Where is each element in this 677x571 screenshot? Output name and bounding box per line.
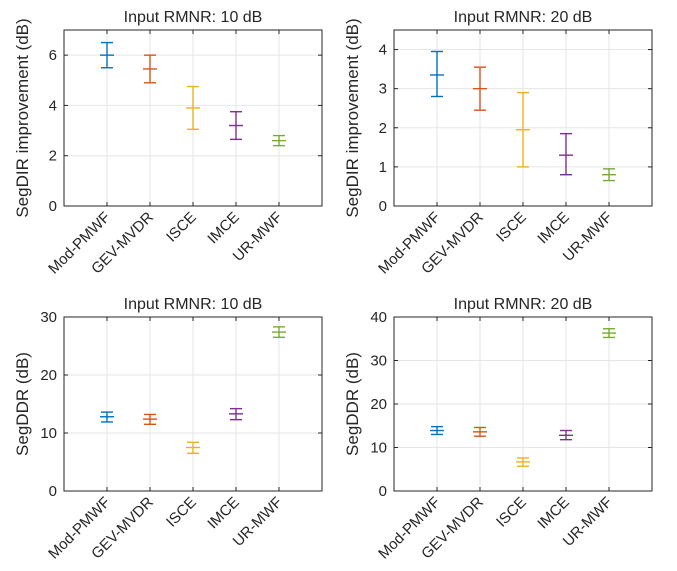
x-tick-label: IMCE [204, 494, 243, 533]
y-axis-label: SegDDR (dB) [13, 352, 32, 456]
x-tick-label: ISCE [493, 494, 530, 531]
y-axis-label: SegDDR (dB) [343, 352, 362, 456]
x-tick-label: IMCE [204, 209, 243, 248]
y-tick-label: 2 [379, 120, 387, 137]
errorbar-ur-mwf [272, 326, 286, 338]
errorbar-gev-mvdr [143, 54, 157, 84]
chart-title: Input RMNR: 20 dB [454, 9, 593, 26]
y-tick-label: 20 [40, 367, 57, 384]
y-tick-label: 4 [379, 42, 387, 59]
errorbar-ur-mwf [602, 168, 616, 182]
errorbar-ur-mwf [602, 328, 616, 339]
x-tick-label: IMCE [534, 494, 573, 533]
chart-title: Input RMNR: 10 dB [124, 9, 263, 26]
y-tick-label: 3 [379, 81, 387, 98]
x-tick-label: ISCE [163, 209, 200, 246]
errorbar-gev-mvdr [143, 413, 157, 425]
errorbar-mod-pmwf [430, 425, 444, 436]
y-tick-label: 1 [379, 159, 387, 176]
y-tick-label: 4 [49, 97, 57, 114]
errorbar-gev-mvdr [473, 66, 487, 111]
errorbar-imce [229, 111, 243, 141]
y-tick-label: 0 [49, 483, 57, 500]
errorbar-imce [229, 407, 243, 421]
y-tick-label: 10 [370, 440, 387, 457]
errorbar-ur-mwf [272, 134, 286, 147]
y-tick-label: 20 [370, 396, 387, 413]
y-tick-label: 2 [49, 148, 57, 165]
y-tick-label: 10 [40, 425, 57, 442]
y-tick-label: 0 [49, 198, 57, 215]
errorbar-isce [516, 457, 530, 467]
y-axis-label: SegDIR improvement (dB) [13, 18, 32, 217]
x-tick-label: ISCE [493, 209, 530, 246]
errorbar-mod-pmwf [430, 50, 444, 98]
errorbar-imce [559, 132, 573, 176]
y-tick-label: 6 [49, 47, 57, 64]
y-axis-label: SegDIR improvement (dB) [343, 18, 362, 217]
errorbar-isce [516, 91, 530, 168]
errorbar-gev-mvdr [473, 426, 487, 437]
y-tick-label: 30 [370, 353, 387, 370]
errorbar-mod-pmwf [100, 411, 114, 423]
chart-title: Input RMNR: 10 dB [124, 296, 263, 313]
y-tick-label: 0 [379, 198, 387, 215]
x-tick-label: ISCE [163, 494, 200, 531]
x-tick-label: IMCE [534, 209, 573, 248]
errorbar-isce [186, 85, 200, 131]
y-tick-label: 30 [40, 309, 57, 326]
y-tick-label: 0 [379, 483, 387, 500]
errorbar-imce [559, 429, 573, 441]
errorbar-mod-pmwf [100, 41, 114, 69]
errorbar-isce [186, 441, 200, 454]
chart-title: Input RMNR: 20 dB [454, 296, 593, 313]
y-tick-label: 40 [370, 309, 387, 326]
